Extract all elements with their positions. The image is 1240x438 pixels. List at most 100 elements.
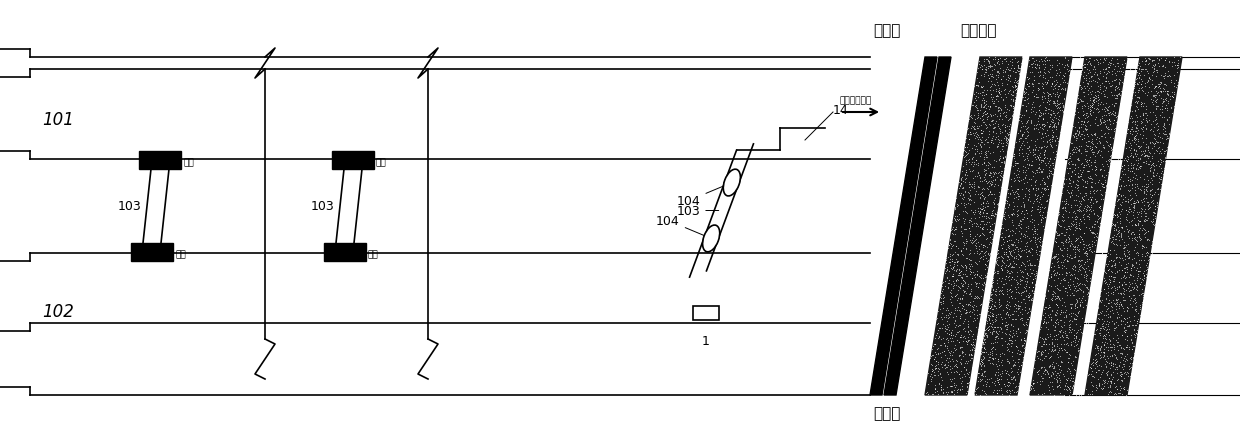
Point [1110,172,1130,179]
Point [1017,215,1037,223]
Point [1100,222,1120,229]
Point [960,228,980,235]
Point [951,148,971,155]
Point [937,324,957,331]
Point [1052,86,1071,93]
Point [971,148,991,155]
Point [1127,181,1147,188]
Point [1044,200,1064,207]
Point [1070,208,1090,215]
Point [952,195,972,202]
Point [1021,109,1040,116]
Point [1122,185,1142,192]
Point [1131,352,1151,359]
Point [1002,212,1022,219]
Point [1066,378,1086,385]
Point [1080,267,1100,274]
Point [1060,276,1080,283]
Point [1074,120,1094,127]
Point [1141,127,1161,134]
Point [1047,126,1066,133]
Point [975,108,994,115]
Point [1003,241,1023,248]
Point [1149,64,1169,71]
Point [956,307,976,314]
Point [991,387,1011,394]
Point [1033,215,1053,222]
Point [975,251,994,258]
Point [1008,325,1028,332]
Point [1111,138,1131,145]
Point [957,85,977,92]
Point [962,341,982,348]
Point [1045,331,1065,338]
Point [1056,313,1076,320]
Point [1048,102,1068,109]
Point [967,384,987,391]
Point [965,99,985,106]
Point [928,329,947,336]
Point [954,349,973,356]
Point [1030,154,1050,161]
Point [1028,192,1048,199]
Point [1087,234,1107,241]
Point [992,188,1012,195]
Point [980,305,999,312]
Point [1152,197,1172,204]
Point [1019,384,1039,391]
Point [1018,262,1038,269]
Point [1135,227,1154,234]
Point [1136,57,1156,64]
Point [977,299,997,306]
Point [1003,151,1023,158]
Point [980,88,999,95]
Point [1164,110,1184,117]
Point [997,341,1017,348]
Point [1118,204,1138,211]
Point [1039,384,1059,391]
Point [967,114,987,121]
Point [918,381,937,388]
Point [1126,303,1146,310]
Point [1100,69,1120,76]
Point [1058,57,1078,64]
Point [986,316,1006,323]
Point [942,278,962,285]
Point [1111,345,1131,352]
Point [1003,219,1023,226]
Point [1002,264,1022,271]
Point [1100,161,1120,168]
Point [992,107,1012,114]
Point [997,159,1017,166]
Point [980,350,999,357]
Point [981,276,1001,283]
Point [1110,219,1130,226]
Point [968,246,988,253]
Point [1044,124,1064,131]
Point [940,259,960,266]
Point [1023,61,1043,68]
Point [1054,95,1074,102]
Text: 封墙: 封墙 [376,158,387,167]
Point [1074,83,1094,90]
Point [1132,251,1152,258]
Point [1063,231,1083,238]
Point [1003,112,1023,119]
Point [977,87,997,94]
Point [1012,150,1032,157]
Point [994,124,1014,131]
Point [1040,112,1060,119]
Point [1024,228,1044,235]
Point [1130,65,1149,72]
Point [981,273,1001,280]
Point [1081,201,1101,208]
Point [983,87,1003,94]
Point [1076,127,1096,134]
Point [1135,275,1154,282]
Point [1112,267,1132,274]
Point [1114,279,1133,286]
Point [1028,269,1048,276]
Point [1030,267,1050,274]
Point [1089,138,1109,145]
Point [1118,108,1138,115]
